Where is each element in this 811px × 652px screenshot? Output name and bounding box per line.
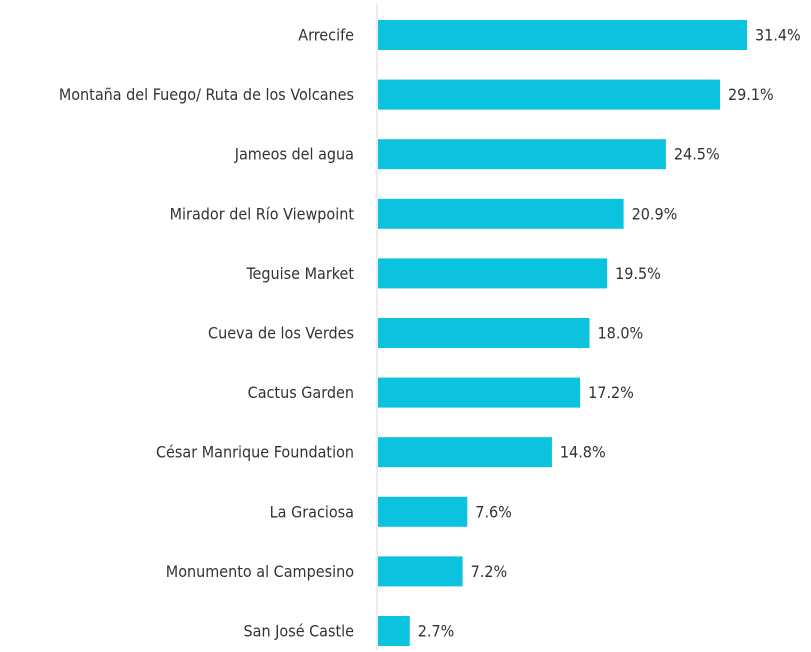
bar bbox=[378, 437, 552, 468]
value-label: 20.9% bbox=[632, 204, 678, 223]
value-label: 31.4% bbox=[755, 26, 801, 45]
value-label: 2.7% bbox=[418, 622, 455, 641]
bar bbox=[378, 318, 590, 348]
value-label: 29.1% bbox=[728, 85, 774, 104]
bar bbox=[378, 377, 581, 408]
value-label: 24.5% bbox=[674, 145, 720, 164]
category-label: La Graciosa bbox=[270, 502, 354, 521]
category-label: Teguise Market bbox=[245, 264, 354, 283]
value-label: 7.6% bbox=[475, 502, 512, 521]
category-label: Montaña del Fuego/ Ruta de los Volcanes bbox=[59, 85, 354, 104]
bar bbox=[378, 139, 666, 170]
bar bbox=[378, 79, 720, 110]
category-label: Cactus Garden bbox=[248, 383, 354, 402]
category-label: César Manrique Foundation bbox=[156, 443, 354, 462]
bar bbox=[378, 198, 624, 229]
bar bbox=[378, 496, 468, 527]
category-label: San José Castle bbox=[243, 622, 354, 641]
value-label: 14.8% bbox=[560, 443, 606, 462]
bar bbox=[378, 616, 410, 646]
category-label: Mirador del Río Viewpoint bbox=[170, 204, 355, 223]
bar bbox=[378, 258, 608, 289]
category-label: Jameos del agua bbox=[234, 145, 354, 164]
category-label: Cueva de los Verdes bbox=[208, 324, 354, 343]
bar bbox=[378, 20, 747, 50]
bar bbox=[378, 556, 463, 587]
value-label: 19.5% bbox=[615, 264, 661, 283]
value-label: 18.0% bbox=[598, 324, 644, 343]
category-label: Arrecife bbox=[298, 26, 354, 45]
value-label: 7.2% bbox=[471, 562, 508, 581]
category-label: Monumento al Campesino bbox=[166, 562, 354, 581]
value-label: 17.2% bbox=[588, 383, 634, 402]
